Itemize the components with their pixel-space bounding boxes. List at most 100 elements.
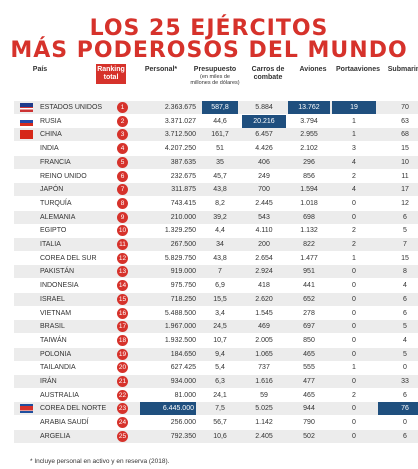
rank-badge: 15 xyxy=(117,293,128,305)
table-row: ITALIA 11 267.500 34 200 822 2 7 xyxy=(14,238,418,251)
flag-icon xyxy=(20,404,33,414)
column-header: Carros de combate xyxy=(251,66,285,81)
rank-badge: 18 xyxy=(117,334,128,346)
table-cell: 13.762 xyxy=(288,101,330,114)
table-cell: 1.329.250 xyxy=(164,227,196,235)
table-cell: 627.425 xyxy=(170,364,196,372)
table-cell: 418 xyxy=(258,282,270,290)
table-row: CHINA 3 3.712.500 161,7 6.457 2.955 1 68 xyxy=(14,128,418,142)
table-cell: 5.829.750 xyxy=(164,254,196,262)
rank-badge: 2 xyxy=(117,115,128,127)
rank-badge: 9 xyxy=(117,211,128,223)
table-cell: 6,3 xyxy=(215,378,225,385)
table-cell: 20.216 xyxy=(242,114,286,128)
table-cell: 4 xyxy=(403,336,407,344)
table-row: ISRAEL 15 718.250 15,5 2.620 652 0 6 xyxy=(14,292,418,306)
table-cell: 6.457 xyxy=(255,131,273,139)
table-cell: 10 xyxy=(401,158,409,166)
table-cell: 200 xyxy=(258,241,270,248)
table-cell: 311.875 xyxy=(171,186,196,194)
country-name: AUSTRALIA xyxy=(40,391,79,399)
table-cell: 2 xyxy=(352,391,356,399)
table-cell: 697 xyxy=(303,323,315,331)
table-cell: 15 xyxy=(401,145,409,153)
table-row: TAIWÁN 18 1.932.500 10,7 2.005 850 0 4 xyxy=(14,333,418,347)
table-cell: 161,7 xyxy=(211,131,229,139)
table-cell: 6 xyxy=(403,391,407,399)
table-cell: 0 xyxy=(352,419,356,427)
table-cell: 43,8 xyxy=(213,186,227,194)
flag-icon xyxy=(20,116,33,126)
table-row: ARGELIA 25 792.350 10,6 2.405 502 0 6 xyxy=(14,429,418,443)
table-cell: 68 xyxy=(401,131,409,139)
table-row: PAKISTÁN 13 919.000 7 2.924 951 0 8 xyxy=(14,265,418,279)
country-name: REINO UNIDO xyxy=(40,172,87,180)
table-cell: 6 xyxy=(403,309,407,317)
table-cell: 33 xyxy=(401,378,409,385)
rank-badge: 23 xyxy=(117,403,128,415)
table-cell: 5 xyxy=(403,350,407,358)
table-row: ALEMANIA 9 210.000 39,2 543 698 0 6 xyxy=(14,210,418,224)
table-cell: 76 xyxy=(378,402,418,416)
table-cell: 44,6 xyxy=(213,117,227,125)
table-cell: 3 xyxy=(352,145,356,153)
column-header: Submarinos xyxy=(387,66,418,73)
table-cell: 39,2 xyxy=(213,213,227,221)
table-cell: 919.000 xyxy=(170,268,196,276)
table-row: INDONESIA 14 975.750 6,9 418 441 0 4 xyxy=(14,279,418,293)
country-name: EGIPTO xyxy=(40,227,67,235)
table-cell: 0 xyxy=(352,268,356,276)
table-row: FRANCIA 5 387.635 35 406 296 4 10 xyxy=(14,155,418,169)
rank-badge: 24 xyxy=(117,417,128,429)
table-cell: 278 xyxy=(303,309,315,317)
table-cell: 0 xyxy=(352,336,356,344)
rank-badge: 19 xyxy=(117,348,128,360)
country-name: FRANCIA xyxy=(40,158,71,166)
table-row: POLONIA 19 184.650 9,4 1.065 465 0 5 xyxy=(14,347,418,361)
country-name: ARGELIA xyxy=(40,432,71,440)
table-cell: 15 xyxy=(401,254,409,262)
rank-badge: 3 xyxy=(117,129,128,141)
table-cell: 0 xyxy=(352,405,356,413)
flag-icon xyxy=(20,103,33,112)
table-cell: 210.000 xyxy=(170,213,196,221)
table-cell: 6 xyxy=(403,213,407,221)
table-row: ARABIA SAUDÍ 24 256.000 56,7 1.142 790 0 0 xyxy=(14,416,418,430)
table-cell: 70 xyxy=(401,104,409,111)
table-cell: 2.363.675 xyxy=(164,104,196,111)
table-cell: 4.207.250 xyxy=(164,145,196,153)
table-cell: 2.445 xyxy=(255,199,273,207)
table-cell: 1.967.000 xyxy=(164,323,196,331)
table-row: REINO UNIDO 6 232.675 45,7 249 856 2 11 xyxy=(14,169,418,183)
table-cell: 951 xyxy=(303,268,315,276)
table-cell: 6.445.000 xyxy=(140,402,196,416)
table-row: AUSTRALIA 22 81.000 24,1 59 465 2 6 xyxy=(14,388,418,402)
table-cell: 441 xyxy=(303,282,315,290)
table-cell: 700 xyxy=(258,186,270,194)
rank-badge: 25 xyxy=(117,430,128,442)
table-cell: 4 xyxy=(352,158,356,166)
table-cell: 5.025 xyxy=(255,405,273,413)
table-cell: 718.250 xyxy=(170,295,196,303)
table-cell: 11 xyxy=(401,172,409,180)
rank-badge: 6 xyxy=(117,170,128,182)
table-cell: 2.654 xyxy=(255,254,273,262)
table-cell: 45,7 xyxy=(213,172,227,180)
table-cell: 0 xyxy=(352,378,356,385)
table-cell: 7 xyxy=(403,241,407,248)
title: LOS 25 EJÉRCITOS xyxy=(89,16,329,41)
table-cell: 3.712.500 xyxy=(164,131,196,139)
table-cell: 387.635 xyxy=(170,158,196,166)
country-name: INDONESIA xyxy=(40,282,79,290)
table-cell: 3,4 xyxy=(215,309,225,317)
rank-badge: 14 xyxy=(117,280,128,292)
table-cell: 15,5 xyxy=(213,295,227,303)
table-cell: 4.110 xyxy=(255,227,273,235)
table-cell: 1 xyxy=(352,254,356,262)
table-cell: 698 xyxy=(303,213,315,221)
table-cell: 790 xyxy=(303,419,315,427)
table-cell: 5,4 xyxy=(215,364,225,372)
table-cell: 2.620 xyxy=(255,295,273,303)
table-cell: 1 xyxy=(352,131,356,139)
